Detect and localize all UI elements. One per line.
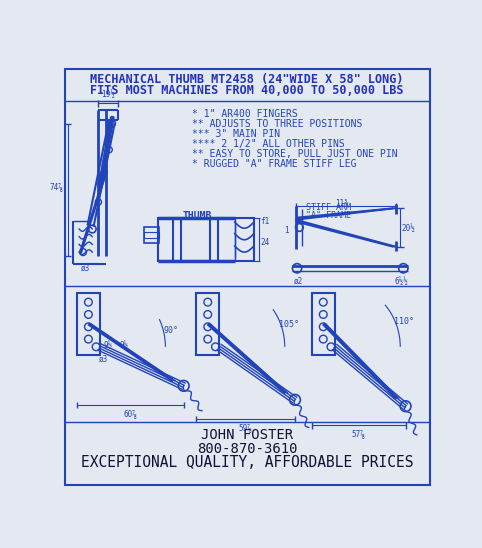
Text: * RUGGED "A" FRAME STIFF LEG: * RUGGED "A" FRAME STIFF LEG [192,159,357,169]
Text: 90°: 90° [164,327,179,335]
Text: ø2: ø2 [294,277,303,286]
Text: * 1" AR400 FINGERS: * 1" AR400 FINGERS [192,109,298,119]
Text: 9½: 9½ [119,341,129,350]
Text: ** ADJUSTS TO THREE POSITIONS: ** ADJUSTS TO THREE POSITIONS [192,119,363,129]
Text: MECHANICAL THUMB MT2458 (24"WIDE X 58" LONG): MECHANICAL THUMB MT2458 (24"WIDE X 58" L… [90,73,404,87]
Text: EXCEPTIONAL QUALITY, AFFORDABLE PRICES: EXCEPTIONAL QUALITY, AFFORDABLE PRICES [81,455,413,470]
Text: "A" FRAME: "A" FRAME [307,210,351,220]
Text: 11¾: 11¾ [335,198,349,207]
Bar [196,293,219,355]
Text: 74⅞: 74⅞ [50,182,64,191]
Bar [144,227,159,243]
Text: 105°: 105° [279,321,299,329]
Text: f1: f1 [260,216,269,226]
Text: *** 3" MAIN PIN: *** 3" MAIN PIN [192,129,281,139]
Text: 9½: 9½ [104,341,113,350]
Text: 59⅞: 59⅞ [239,423,253,432]
Text: 800-870-3610: 800-870-3610 [197,442,297,455]
Text: 20½: 20½ [402,224,415,233]
Text: ø3: ø3 [98,355,107,363]
Bar [158,218,254,260]
Text: ø3: ø3 [80,264,90,273]
Bar [144,232,159,238]
Text: 6½½: 6½½ [394,277,408,286]
Text: 57⅞: 57⅞ [352,429,365,438]
Text: THUMB: THUMB [182,210,212,220]
Text: JOHN FOSTER: JOHN FOSTER [201,427,293,442]
Text: **** 2 1/2" ALL OTHER PINS: **** 2 1/2" ALL OTHER PINS [192,139,345,149]
Text: 19½: 19½ [102,90,115,99]
Text: ** EASY TO STORE, PULL JUST ONE PIN: ** EASY TO STORE, PULL JUST ONE PIN [192,149,398,159]
Text: FITS MOST MACHINES FROM 40,000 TO 50,000 LBS: FITS MOST MACHINES FROM 40,000 TO 50,000… [90,84,404,97]
Bar [312,293,335,355]
Text: 1: 1 [284,226,289,235]
Text: 110°: 110° [393,317,414,326]
Bar [77,293,100,355]
Text: 24: 24 [260,238,269,247]
Text: 60⅞: 60⅞ [123,409,137,418]
Text: STIFF ARM: STIFF ARM [307,203,351,212]
